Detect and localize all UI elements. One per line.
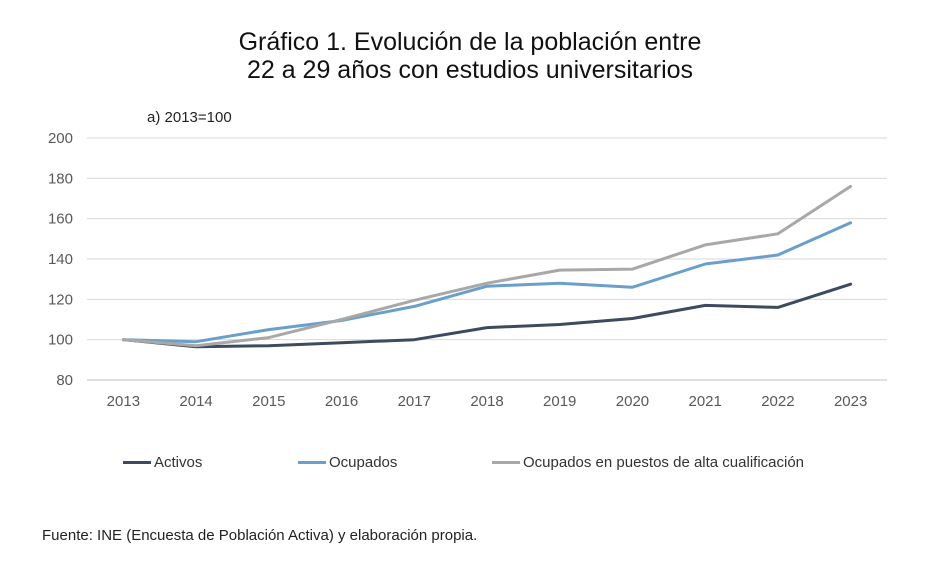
- y-tick-label: 160: [48, 211, 73, 228]
- chart-subtitle: a) 2013=100: [147, 109, 232, 126]
- legend-swatch-ocupados: [298, 461, 326, 464]
- x-tick-label: 2015: [252, 393, 285, 410]
- legend: Activos Ocupados Ocupados en puestos de …: [0, 454, 940, 474]
- y-tick-label: 120: [48, 291, 73, 308]
- x-tick-label: 2013: [107, 393, 140, 410]
- y-tick-label: 80: [56, 372, 73, 389]
- legend-item-activos: Activos: [123, 454, 202, 471]
- y-tick-label: 100: [48, 332, 73, 349]
- title-line-1: Gráfico 1. Evolución de la población ent…: [238, 28, 702, 56]
- chart-title: Gráfico 1. Evolución de la población ent…: [0, 28, 940, 84]
- y-tick-label: 200: [48, 130, 73, 147]
- series-line-1: [121, 221, 853, 344]
- x-tick-label: 2017: [398, 393, 431, 410]
- x-tick-label: 2020: [616, 393, 649, 410]
- legend-swatch-activos: [123, 461, 151, 464]
- x-tick-label: 2021: [688, 393, 721, 410]
- y-tick-label: 180: [48, 170, 73, 187]
- source-note: Fuente: INE (Encuesta de Población Activ…: [42, 527, 478, 544]
- series-line-0: [121, 282, 853, 349]
- legend-item-ocupados: Ocupados: [298, 454, 397, 471]
- legend-label-alta-cualificacion: Ocupados en puestos de alta cualificació…: [523, 454, 805, 471]
- x-tick-label: 2018: [470, 393, 503, 410]
- x-tick-label: 2022: [761, 393, 794, 410]
- x-tick-label: 2016: [325, 393, 358, 410]
- x-tick-label: 2014: [179, 393, 212, 410]
- legend-swatch-alta-cualificacion: [492, 461, 520, 464]
- title-line-2: 22 a 29 años con estudios universitarios: [246, 56, 694, 84]
- legend-item-alta-cualificacion: Ocupados en puestos de alta cualificació…: [492, 454, 804, 471]
- y-tick-label: 140: [48, 251, 73, 268]
- x-tick-label: 2023: [834, 393, 867, 410]
- legend-label-ocupados: Ocupados: [329, 454, 398, 471]
- legend-label-activos: Activos: [154, 454, 203, 471]
- x-tick-label: 2019: [543, 393, 576, 410]
- series-line-2: [121, 184, 853, 348]
